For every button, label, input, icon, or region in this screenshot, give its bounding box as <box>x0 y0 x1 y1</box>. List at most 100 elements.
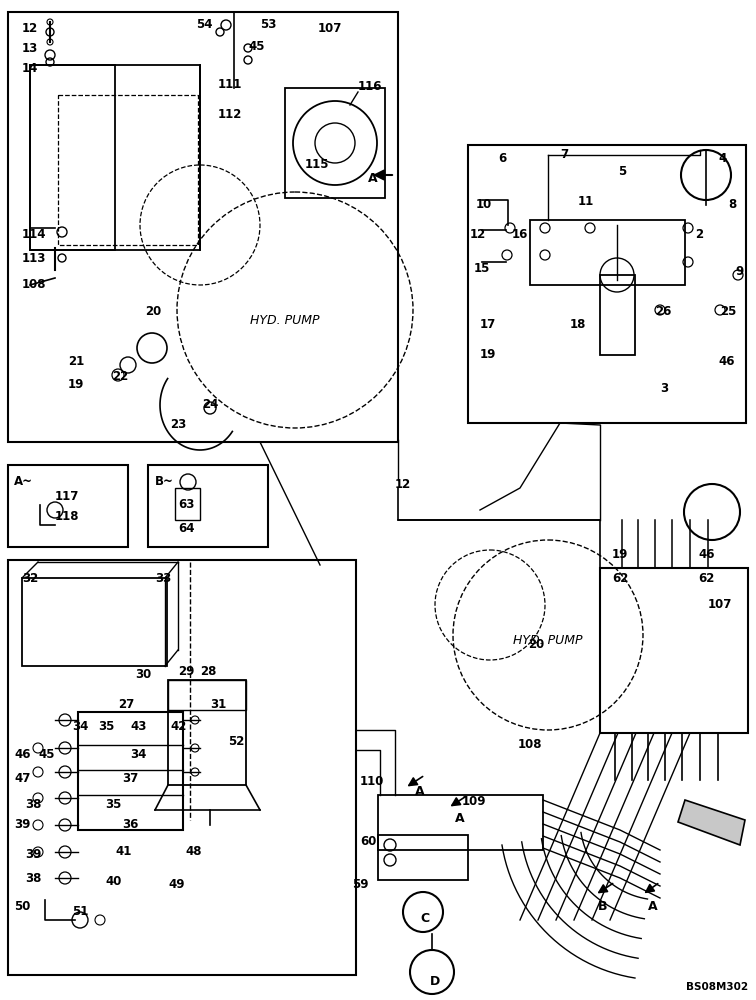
Text: 37: 37 <box>122 772 138 785</box>
Text: 10: 10 <box>476 198 492 211</box>
Text: 4: 4 <box>718 152 727 165</box>
Text: 111: 111 <box>218 78 243 91</box>
Text: 29: 29 <box>178 665 194 678</box>
Text: 2: 2 <box>695 228 703 241</box>
Text: 109: 109 <box>462 795 487 808</box>
Text: 113: 113 <box>22 252 46 265</box>
Text: 59: 59 <box>352 878 368 891</box>
Bar <box>378 835 468 880</box>
Text: 15: 15 <box>474 262 491 275</box>
Bar <box>168 680 246 710</box>
Text: 22: 22 <box>112 370 129 383</box>
Bar <box>468 145 746 423</box>
Bar <box>530 220 685 285</box>
Text: 64: 64 <box>178 522 194 535</box>
Text: D: D <box>430 975 440 988</box>
Text: 51: 51 <box>72 905 88 918</box>
Text: 116: 116 <box>358 80 383 93</box>
Text: C: C <box>420 912 429 925</box>
Text: 53: 53 <box>260 18 277 31</box>
Text: 46: 46 <box>718 355 735 368</box>
Text: 117: 117 <box>55 490 79 503</box>
Text: 108: 108 <box>22 278 47 291</box>
Text: 110: 110 <box>360 775 384 788</box>
Bar <box>58 95 198 245</box>
Text: A: A <box>648 900 658 913</box>
Text: 27: 27 <box>118 698 135 711</box>
Text: 46: 46 <box>698 548 714 561</box>
Text: 21: 21 <box>68 355 84 368</box>
Text: 46: 46 <box>14 748 30 761</box>
Text: B~: B~ <box>155 475 174 488</box>
Bar <box>30 65 200 250</box>
Bar <box>168 680 246 785</box>
Text: 62: 62 <box>612 572 628 585</box>
Text: 6: 6 <box>498 152 507 165</box>
Text: 40: 40 <box>105 875 122 888</box>
Text: 62: 62 <box>698 572 714 585</box>
Text: 35: 35 <box>105 798 122 811</box>
Text: 3: 3 <box>660 382 668 395</box>
Bar <box>600 275 635 355</box>
Text: 8: 8 <box>728 198 736 211</box>
Text: 48: 48 <box>185 845 202 858</box>
Bar <box>8 12 398 442</box>
Text: 112: 112 <box>218 108 243 121</box>
Text: 5: 5 <box>618 165 626 178</box>
Text: 16: 16 <box>512 228 528 241</box>
Text: 28: 28 <box>200 665 216 678</box>
Text: 43: 43 <box>130 720 147 733</box>
Text: 19: 19 <box>68 378 85 391</box>
Text: 60: 60 <box>360 835 376 848</box>
Text: 14: 14 <box>22 62 39 75</box>
Text: 12: 12 <box>470 228 486 241</box>
Text: 114: 114 <box>22 228 47 241</box>
Text: 31: 31 <box>210 698 226 711</box>
Bar <box>8 560 356 975</box>
Text: 41: 41 <box>115 845 132 858</box>
Text: HYD. PUMP: HYD. PUMP <box>513 634 583 647</box>
Text: A~: A~ <box>14 475 33 488</box>
Text: 36: 36 <box>122 818 138 831</box>
Text: 26: 26 <box>655 305 671 318</box>
Bar <box>30 65 115 250</box>
Polygon shape <box>678 800 745 845</box>
Text: 19: 19 <box>612 548 628 561</box>
Text: B: B <box>598 900 608 913</box>
Text: 63: 63 <box>178 498 194 511</box>
Text: 45: 45 <box>38 748 54 761</box>
Text: 49: 49 <box>168 878 184 891</box>
Text: 33: 33 <box>155 572 172 585</box>
Bar <box>148 465 268 547</box>
Text: 11: 11 <box>578 195 594 208</box>
Text: 39: 39 <box>25 848 42 861</box>
Text: 115: 115 <box>305 158 330 171</box>
Text: 107: 107 <box>708 598 733 611</box>
Text: 54: 54 <box>196 18 212 31</box>
Text: 20: 20 <box>145 305 161 318</box>
Text: 47: 47 <box>14 772 30 785</box>
Text: 9: 9 <box>735 265 743 278</box>
Text: 35: 35 <box>98 720 114 733</box>
Text: 32: 32 <box>22 572 39 585</box>
Text: 39: 39 <box>14 818 30 831</box>
Text: 23: 23 <box>170 418 186 431</box>
Text: 24: 24 <box>202 398 218 411</box>
Text: 18: 18 <box>570 318 587 331</box>
Text: 7: 7 <box>560 148 568 161</box>
Text: 107: 107 <box>318 22 342 35</box>
Text: A: A <box>368 172 378 185</box>
Text: 12: 12 <box>395 478 411 491</box>
Bar <box>378 795 543 850</box>
Text: A: A <box>455 812 465 825</box>
Text: 52: 52 <box>228 735 244 748</box>
Text: 13: 13 <box>22 42 39 55</box>
Bar <box>600 568 748 733</box>
Text: 45: 45 <box>248 40 265 53</box>
Text: 34: 34 <box>130 748 147 761</box>
Text: 108: 108 <box>518 738 543 751</box>
Text: 17: 17 <box>480 318 496 331</box>
Text: 50: 50 <box>14 900 30 913</box>
Bar <box>78 712 183 830</box>
Text: 19: 19 <box>480 348 497 361</box>
